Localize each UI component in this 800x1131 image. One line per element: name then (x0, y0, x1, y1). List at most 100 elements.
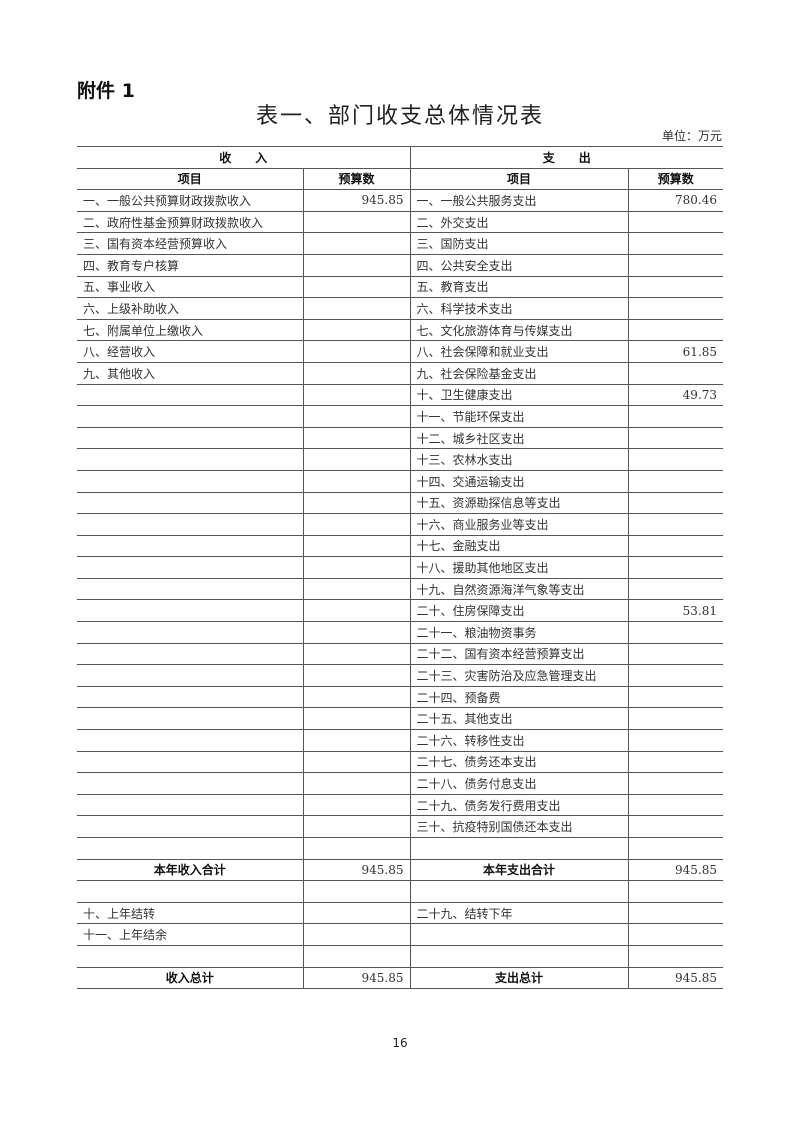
expense-item: 一、一般公共服务支出 (410, 189, 629, 212)
income-value (303, 448, 411, 471)
expense-value (628, 643, 724, 666)
expense-value (628, 427, 724, 450)
expense-item: 二十六、转移性支出 (410, 729, 629, 752)
expense-item-header: 项目 (410, 168, 629, 191)
income-item (77, 599, 304, 623)
table-row: 十、上年结转 二十九、结转下年 (77, 902, 724, 925)
expense-value (628, 707, 724, 731)
expense-item: 五、教育支出 (410, 276, 629, 299)
table-row: 二十五、其他支出 (77, 707, 724, 731)
income-item: 四、教育专户核算 (77, 254, 304, 277)
table-row: 十三、农林水支出 (77, 448, 724, 471)
income-item (77, 578, 304, 601)
table-row (77, 945, 724, 968)
income-item (77, 664, 304, 687)
section-header-row: 收 入 支 出 (77, 146, 724, 169)
income-value (303, 319, 411, 342)
expense-value (628, 276, 724, 299)
expense-item: 二十三、灾害防治及应急管理支出 (410, 664, 629, 687)
income-value (303, 427, 411, 450)
expense-value (628, 902, 724, 925)
table-row: 十八、援助其他地区支出 (77, 556, 724, 579)
table-row: 十七、金融支出 (77, 535, 724, 558)
income-item (77, 772, 304, 795)
income-value: 945.85 (303, 189, 411, 212)
expense-item: 十九、自然资源海洋气象等支出 (410, 578, 629, 601)
table-row: 三、国有资本经营预算收入 三、国防支出 (77, 232, 724, 255)
income-item (77, 794, 304, 817)
expense-item: 十四、交通运输支出 (410, 470, 629, 493)
expense-value: 61.85 (628, 340, 724, 363)
income-item: 八、经营收入 (77, 340, 304, 363)
expense-item: 三、国防支出 (410, 232, 629, 255)
income-item-header: 项目 (77, 168, 304, 191)
income-budget-header: 预算数 (303, 168, 411, 191)
income-item (77, 448, 304, 471)
expense-item: 七、文化旅游体育与传媒支出 (410, 319, 629, 342)
expense-value (628, 772, 724, 795)
expense-value (628, 513, 724, 536)
income-value (303, 232, 411, 255)
income-item (77, 427, 304, 450)
income-value (303, 794, 411, 817)
expense-item (410, 880, 629, 903)
expense-item: 二十八、债务付息支出 (410, 772, 629, 795)
table-row: 二十八、债务付息支出 (77, 772, 724, 795)
income-item (77, 621, 304, 644)
table-row: 十六、商业服务业等支出 (77, 513, 724, 536)
income-value (303, 513, 411, 536)
expense-value (628, 362, 724, 385)
income-item (77, 729, 304, 752)
table-row: 六、上级补助收入 六、科学技术支出 (77, 297, 724, 320)
income-item (77, 751, 304, 774)
income-value (303, 815, 411, 838)
income-value (303, 362, 411, 385)
table-row: 二十二、国有资本经营预算支出 (77, 643, 724, 666)
expense-value (628, 880, 724, 903)
income-value (303, 599, 411, 623)
expense-item: 十七、金融支出 (410, 535, 629, 558)
income-value (303, 578, 411, 601)
expense-value (628, 751, 724, 774)
expense-value (628, 405, 724, 428)
income-item: 三、国有资本经营预算收入 (77, 232, 304, 255)
income-value (303, 492, 411, 515)
income-value (303, 211, 411, 234)
income-value (303, 923, 411, 946)
expense-item (410, 945, 629, 968)
income-value (303, 621, 411, 644)
expense-value (628, 319, 724, 342)
table-row: 十、卫生健康支出 49.73 (77, 384, 724, 407)
table-row: 二十一、粮油物资事务 (77, 621, 724, 644)
expense-item: 八、社会保障和就业支出 (410, 340, 629, 363)
expense-item (410, 923, 629, 946)
income-value (303, 751, 411, 774)
page-title: 表一、部门收支总体情况表 (255, 104, 544, 129)
expense-item: 二十五、其他支出 (410, 707, 629, 731)
total-row: 收入总计 945.85 支出总计 945.85 (77, 967, 724, 990)
income-value (303, 643, 411, 666)
table-row (77, 880, 724, 903)
expense-value: 53.81 (628, 599, 724, 623)
income-item (77, 815, 304, 838)
income-value (303, 297, 411, 320)
income-value (303, 664, 411, 687)
expense-value (628, 729, 724, 752)
income-item (77, 707, 304, 731)
expense-value (628, 794, 724, 817)
expense-item: 十六、商业服务业等支出 (410, 513, 629, 536)
expense-item: 二十二、国有资本经营预算支出 (410, 643, 629, 666)
income-value (303, 880, 411, 903)
expense-value (628, 664, 724, 687)
income-value (303, 384, 411, 407)
expense-item: 二十、住房保障支出 (410, 599, 629, 623)
income-value (303, 729, 411, 752)
income-value: 945.85 (303, 859, 411, 882)
income-value (303, 340, 411, 363)
income-value (303, 254, 411, 277)
expense-value (628, 815, 724, 838)
table-row: 二、政府性基金预算财政拨款收入 二、外交支出 (77, 211, 724, 234)
income-item (77, 384, 304, 407)
expense-item: 二十一、粮油物资事务 (410, 621, 629, 644)
table-row: 十九、自然资源海洋气象等支出 (77, 578, 724, 601)
